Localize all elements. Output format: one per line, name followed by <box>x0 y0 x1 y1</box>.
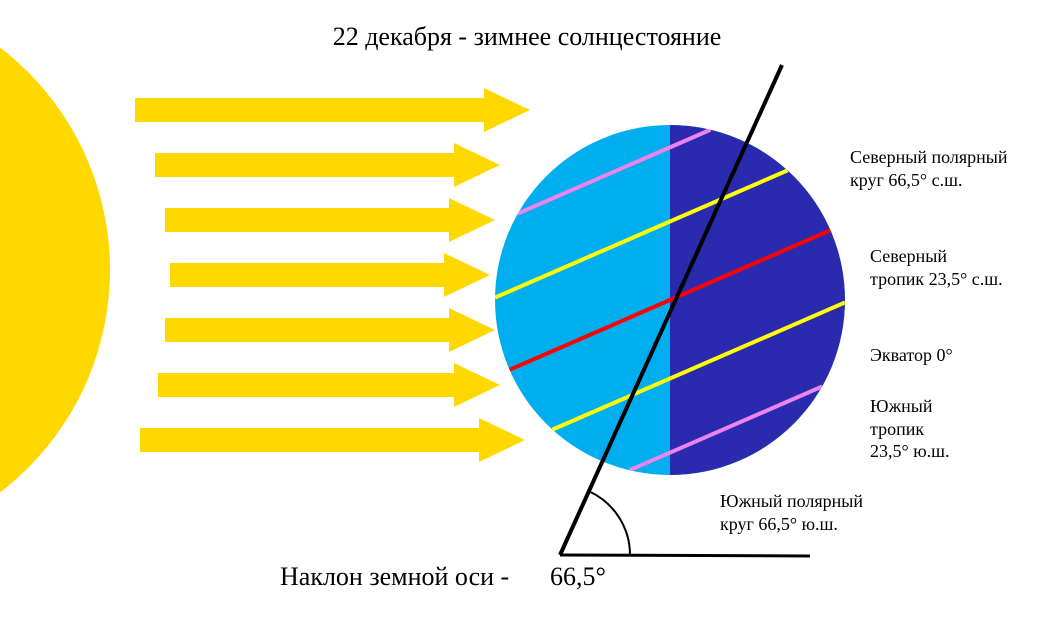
label-equator: Экватор 0° <box>870 344 953 367</box>
sun <box>0 0 110 550</box>
angle-arc <box>589 491 630 555</box>
angle-baseline <box>560 555 810 556</box>
axis-tilt-value: 66,5° <box>550 562 606 592</box>
earth <box>495 125 845 475</box>
label-tropic-south: Южныйтропик23,5° ю.ш. <box>870 395 950 463</box>
sun-rays <box>135 88 530 462</box>
label-arctic: Северный полярныйкруг 66,5° с.ш. <box>850 146 1007 191</box>
solstice-diagram <box>0 0 1054 638</box>
axis-tilt-label: Наклон земной оси - <box>280 562 509 592</box>
label-tropic-north: Северныйтропик 23,5° с.ш. <box>870 245 1003 290</box>
label-antarctic: Южный полярныйкруг 66,5° ю.ш. <box>720 490 863 535</box>
